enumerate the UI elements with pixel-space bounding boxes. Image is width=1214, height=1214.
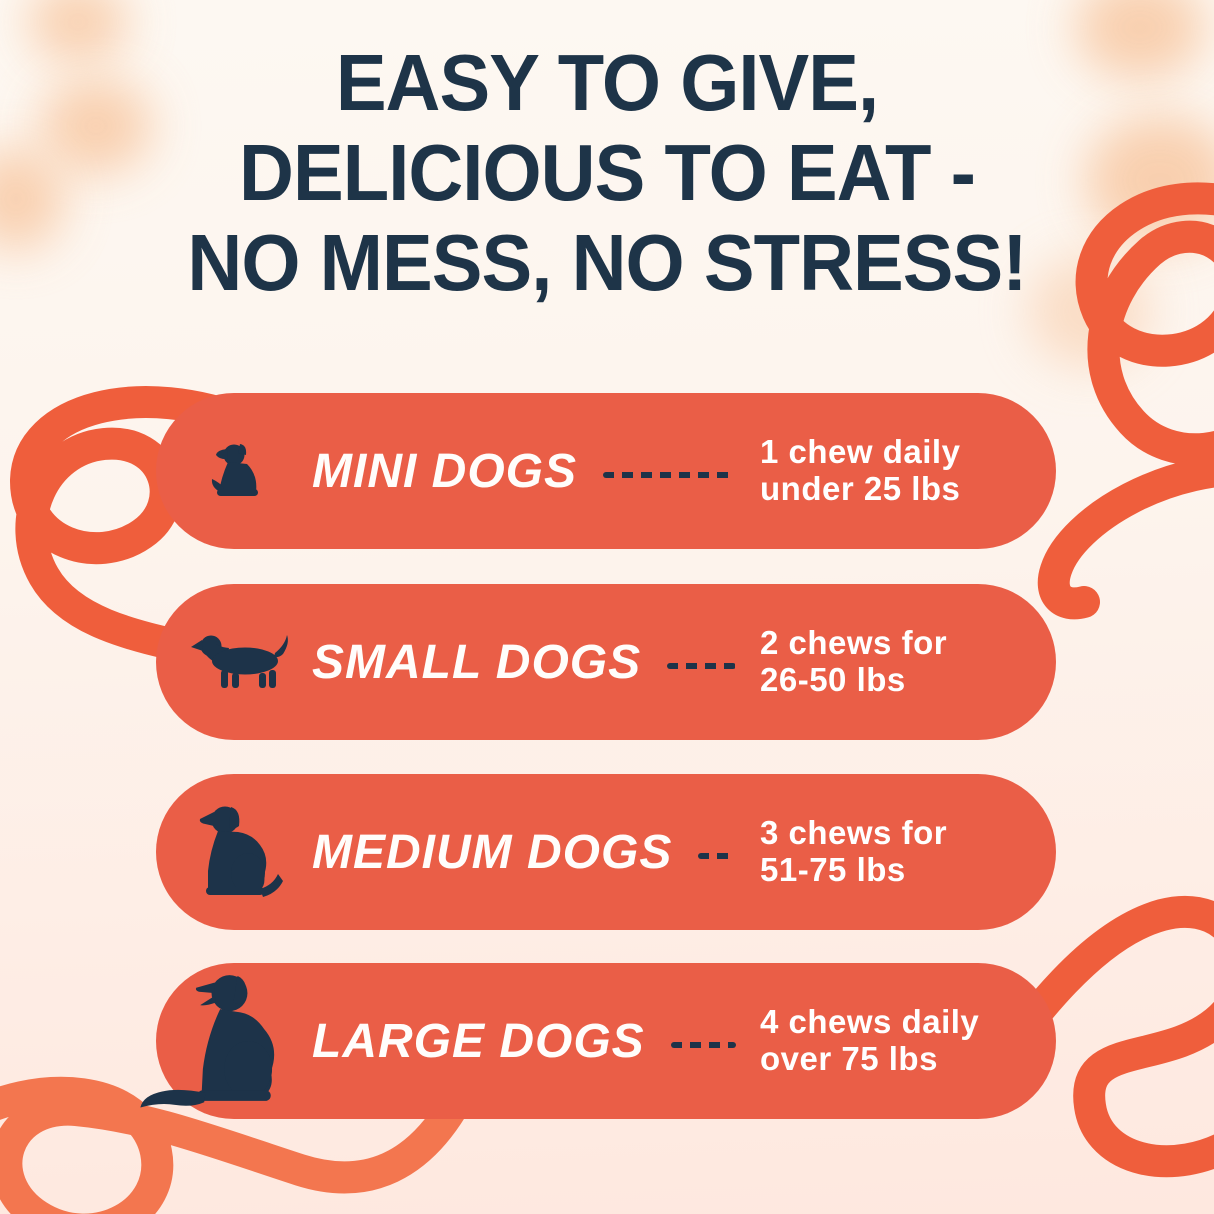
dose-line-1: 3 chews for: [760, 814, 948, 852]
row-dose: 2 chews for 26-50 lbs: [760, 624, 1012, 699]
dose-row-small-dogs: SMALL DOGS 2 chews for 26-50 lbs: [156, 584, 1056, 740]
dose-row-mini-dogs: MINI DOGS 1 chew daily under 25 lbs: [156, 393, 1056, 549]
dashed-leader: [603, 472, 736, 478]
title-line-3: NO MESS, NO STRESS!: [187, 218, 1027, 307]
dose-line-2: over 75 lbs: [760, 1040, 938, 1077]
dose-row-large-dogs: LARGE DOGS 4 chews daily over 75 lbs: [139, 963, 1056, 1119]
large-dog-icon: [139, 975, 274, 1108]
row-label: MEDIUM DOGS: [312, 825, 673, 879]
row-label: MINI DOGS: [312, 444, 578, 498]
rope-bottom-left: [0, 1076, 468, 1214]
dose-line-1: 4 chews daily: [760, 1003, 980, 1041]
peach-blob-decoration: [40, 78, 152, 174]
dose-line-2: under 25 lbs: [760, 470, 961, 507]
row-dose: 4 chews daily over 75 lbs: [760, 1003, 1012, 1078]
dose-line-2: 51-75 lbs: [760, 851, 906, 888]
title-line-1: EASY TO GIVE,: [335, 38, 879, 127]
dose-row-medium-dogs: MEDIUM DOGS 3 chews for 51-75 lbs: [156, 774, 1056, 930]
dose-line-1: 1 chew daily: [760, 433, 961, 471]
rope-bottom-right: [968, 895, 1214, 1178]
dashed-leader: [670, 1042, 736, 1048]
peach-blob-decoration: [28, 0, 128, 62]
dashed-leader: [667, 663, 736, 669]
dose-line-2: 26-50 lbs: [760, 661, 906, 698]
row-dose: 3 chews for 51-75 lbs: [760, 814, 1012, 889]
dashed-leader: [698, 853, 736, 859]
medium-dog-icon: [199, 806, 283, 897]
row-label: SMALL DOGS: [312, 635, 642, 689]
small-dog-icon: [191, 635, 288, 688]
page-title: EASY TO GIVE, DELICIOUS TO EAT - NO MESS…: [30, 38, 1183, 308]
row-dose: 1 chew daily under 25 lbs: [760, 433, 1012, 508]
title-line-2: DELICIOUS TO EAT -: [239, 128, 976, 217]
row-label: LARGE DOGS: [312, 1014, 645, 1068]
dose-line-1: 2 chews for: [760, 624, 948, 662]
mini-dog-icon: [211, 444, 258, 496]
rope-top-right-tail: [1037, 455, 1214, 620]
rope-top-right: [1075, 182, 1214, 466]
